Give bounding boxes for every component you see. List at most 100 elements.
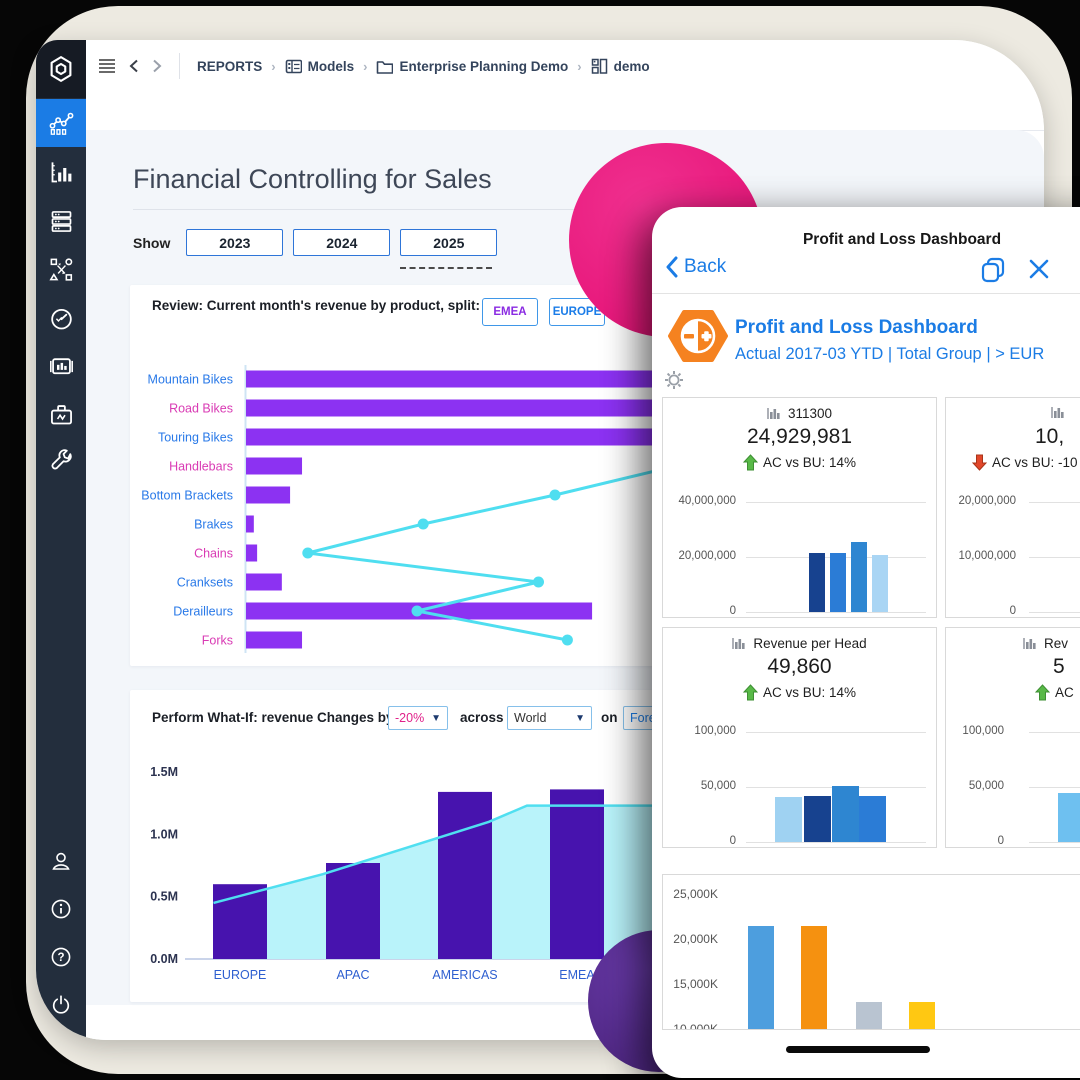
bottom-bar [801, 925, 827, 1029]
svg-text:Forks: Forks [202, 634, 233, 648]
data-sources-icon [51, 210, 71, 232]
kpi-gridline [746, 842, 926, 843]
toolbar-divider [179, 53, 180, 79]
sidebar-item-presentations[interactable] [36, 342, 86, 390]
show-label: Show [133, 234, 171, 251]
kpi-gridline [1029, 787, 1080, 788]
breadcrumb-label: Enterprise Planning Demo [399, 58, 569, 74]
mobile-app-subtitle: Actual 2017-03 YTD | Total Group | > EUR [735, 345, 1045, 363]
kpi-card-kpi-311300[interactable]: 311300 24,929,981 AC vs BU: 14% 40,000,000 2… [662, 397, 937, 618]
nav-forward-icon[interactable] [152, 59, 162, 73]
sidebar-item-charts[interactable] [36, 148, 86, 196]
sidebar-item-user[interactable] [36, 837, 86, 885]
year-tab-2024[interactable]: 2024 [293, 229, 391, 256]
sidebar-item-toolbox[interactable] [36, 390, 86, 438]
review-card-header: Review: Current month's revenue by produ… [152, 298, 481, 313]
bar-chart-icon [767, 408, 780, 419]
svg-text:Handlebars: Handlebars [169, 460, 233, 474]
models-icon [285, 58, 302, 75]
kpi-bar [830, 553, 846, 612]
kpi-title-text: Rev [1044, 636, 1069, 651]
kpi-delta: AC vs BU: -10 [972, 454, 1078, 471]
chevron-down-icon: ▼ [575, 712, 585, 724]
kpi-bar [775, 796, 802, 842]
kpi-value: 10, [1035, 425, 1065, 448]
kpi-ytick: 20,000,000 [958, 495, 1016, 507]
sidebar-item-power[interactable] [36, 981, 86, 1029]
breadcrumb-item-enterprise-planning-demo[interactable]: Enterprise Planning Demo [376, 58, 568, 75]
kpi-ytick: 100,000 [962, 725, 1004, 737]
svg-text:AMERICAS: AMERICAS [432, 968, 497, 982]
sidebar-item-scheduler[interactable] [36, 294, 86, 342]
sidebar: ? [36, 40, 86, 1040]
sidebar-item-modeler[interactable] [36, 245, 86, 293]
back-label: Back [684, 256, 727, 277]
breadcrumb-item-reports[interactable]: REPORTS [197, 59, 262, 74]
bottom-bar [909, 1002, 935, 1029]
home-indicator[interactable] [786, 1046, 930, 1053]
kpi-card-title: Revenue per Head [663, 636, 936, 651]
power-icon [52, 995, 70, 1014]
bar-chart-icon [732, 638, 745, 649]
kpi-delta: AC vs BU: 14% [663, 684, 936, 701]
mobile-bottom-chart-card[interactable]: 25,000K 20,000K 15,000K 10,000K [662, 874, 1080, 1030]
kpi-card-kpi-clipped-bottom-right[interactable]: Rev 5 AC 100,000 50,000 0 [945, 627, 1080, 848]
kpi-gridline [1029, 557, 1080, 558]
info-icon [51, 899, 71, 919]
kpi-value: 24,929,981 [746, 425, 853, 448]
svg-text:1.5M: 1.5M [150, 765, 178, 779]
close-icon[interactable] [1028, 258, 1050, 280]
percent-dropdown[interactable]: -20% ▼ [388, 706, 448, 730]
sidebar-item-info[interactable] [36, 885, 86, 933]
sidebar-item-app-logo[interactable] [36, 40, 86, 98]
region-button-emea[interactable]: EMEA [482, 298, 538, 326]
sidebar-item-help[interactable]: ? [36, 933, 86, 981]
svg-text:Bottom Brackets: Bottom Brackets [141, 489, 233, 503]
region-dropdown[interactable]: World ▼ [507, 706, 592, 730]
nav-back-icon[interactable] [129, 59, 139, 73]
svg-text:Cranksets: Cranksets [177, 576, 233, 590]
svg-text:Mountain Bikes: Mountain Bikes [148, 373, 233, 387]
sidebar-item-analytics[interactable] [36, 99, 86, 147]
breadcrumb-item-models[interactable]: Models [285, 58, 354, 75]
kpi-card-kpi-clipped-top-right[interactable]: 10, AC vs BU: -10 20,000,000 10,000,000 0 [945, 397, 1080, 618]
sidebar-item-settings-wrench[interactable] [36, 438, 86, 486]
up-arrow-icon [742, 684, 758, 701]
modeler-icon [48, 257, 72, 281]
copy-icon[interactable] [980, 257, 1006, 283]
year-tab-2023[interactable]: 2023 [186, 229, 284, 256]
back-button[interactable]: Back [666, 256, 726, 278]
year-tab-2025[interactable]: 2025 [400, 229, 498, 256]
kpi-bar [872, 554, 888, 612]
folder-icon [376, 58, 394, 75]
svg-text:Touring Bikes: Touring Bikes [158, 431, 233, 445]
charts-icon [51, 161, 71, 182]
breadcrumb-bar: REPORTS › Models › Enterprise Planning Demo ›… [86, 40, 1044, 93]
breadcrumb-label: demo [613, 58, 650, 74]
kpi-delta-text: AC vs BU: -10 [992, 455, 1078, 470]
breadcrumb-item-demo[interactable]: demo [591, 58, 650, 75]
breadcrumb-separator: › [271, 58, 276, 74]
gear-icon[interactable] [664, 370, 684, 390]
on-label: on [601, 710, 618, 725]
kpi-card-kpi-revenue-per-head[interactable]: Revenue per Head 49,860 AC vs BU: 14% 100,0… [662, 627, 937, 848]
kpi-delta-text: AC vs BU: 14% [762, 455, 857, 470]
kpi-ytick: 20,000,000 [678, 550, 736, 562]
menu-icon[interactable] [98, 58, 116, 74]
kpi-bar [804, 795, 831, 842]
mobile-overlay-panel: Profit and Loss Dashboard Back Profit an… [652, 207, 1080, 1078]
bottom-ytick: 25,000K [673, 887, 718, 901]
svg-text:EUROPE: EUROPE [214, 968, 267, 982]
sidebar-item-data-sources[interactable] [36, 197, 86, 245]
svg-text:Derailleurs: Derailleurs [173, 605, 233, 619]
user-icon [52, 852, 70, 870]
mobile-app-title: Profit and Loss Dashboard [735, 317, 978, 338]
kpi-bar [1058, 792, 1080, 842]
kpi-ytick: 0 [1009, 605, 1016, 617]
bar-chart-icon [1023, 638, 1036, 649]
year-tabs: 2023 2024 2025 [186, 229, 507, 256]
mobile-header-divider [652, 293, 1080, 294]
kpi-card-title: 311300 [663, 406, 936, 421]
svg-text:Chains: Chains [194, 547, 233, 561]
